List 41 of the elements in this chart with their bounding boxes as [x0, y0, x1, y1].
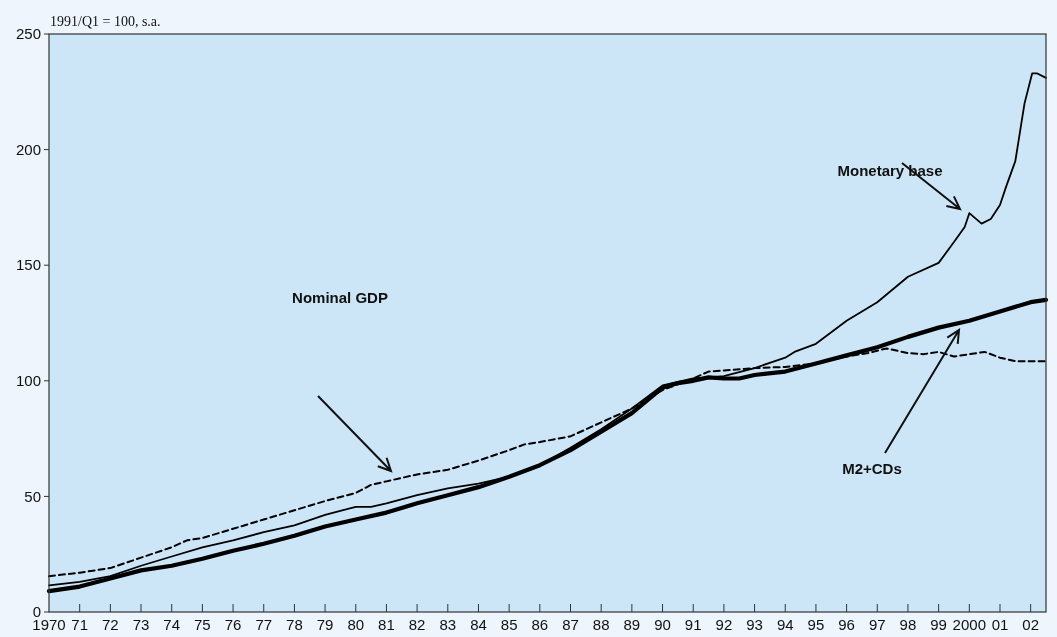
x-tick-label: 02 [1022, 616, 1040, 633]
y-axis-title: 1991/Q1 = 100, s.a. [50, 14, 161, 29]
y-tick-label: 200 [15, 140, 41, 158]
x-tick-label: 98 [899, 616, 917, 633]
x-tick-label: 87 [562, 616, 579, 633]
x-tick-label: 96 [838, 616, 855, 633]
x-tick-label: 94 [776, 616, 794, 633]
x-tick-label: 72 [102, 616, 119, 633]
x-tick-label: 93 [746, 616, 763, 633]
x-tick-label: 01 [991, 616, 1009, 633]
x-tick-label: 86 [531, 616, 549, 633]
x-tick-label: 79 [316, 616, 334, 633]
x-tick-label: 95 [807, 616, 825, 633]
y-tick-label: 100 [15, 372, 41, 390]
y-tick-label: 150 [15, 256, 41, 274]
x-tick-label: 84 [470, 616, 487, 633]
x-tick-label: 77 [255, 616, 273, 633]
x-tick-label: 89 [623, 616, 641, 633]
x-tick-label: 83 [439, 616, 457, 633]
x-tick-label: 81 [378, 616, 395, 633]
x-tick-label: 91 [684, 616, 702, 633]
x-tick-label: 76 [224, 616, 242, 633]
x-tick-label: 97 [868, 616, 886, 633]
x-tick-label: 99 [930, 616, 947, 633]
annotation: Nominal GDP [292, 289, 388, 306]
x-tick-label: 71 [71, 616, 89, 633]
annotation: M2+CDs [842, 460, 902, 477]
annotation: Monetary base [837, 162, 943, 179]
x-tick-label: 90 [654, 616, 671, 633]
x-tick-label: 2000 [952, 616, 986, 633]
x-tick-label: 88 [592, 616, 610, 633]
x-tick-label: 82 [408, 616, 426, 633]
x-tick-label: 75 [194, 616, 211, 633]
x-tick-label: 85 [500, 616, 518, 633]
x-tick-label: 74 [163, 616, 181, 633]
y-tick-label: 250 [15, 25, 41, 43]
x-tick-label: 73 [132, 616, 150, 633]
x-tick-label: 80 [347, 616, 365, 633]
x-tick-label: 92 [715, 616, 733, 633]
y-tick-label: 50 [24, 487, 41, 505]
x-tick-label: 78 [286, 616, 303, 633]
